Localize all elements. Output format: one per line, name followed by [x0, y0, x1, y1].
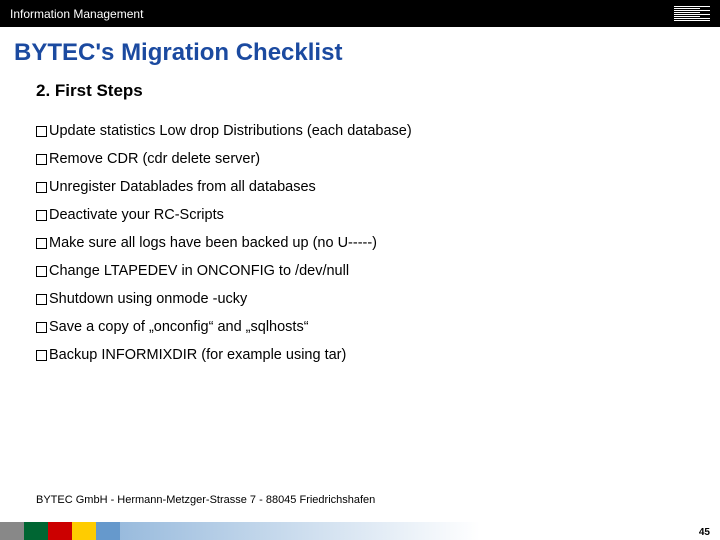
page-title: BYTEC's Migration Checklist [0, 27, 720, 71]
checkbox-icon [36, 350, 47, 361]
list-item-label: Save a copy of „onconfig“ and „sqlhosts“ [49, 319, 309, 335]
list-item: Update statistics Low drop Distributions… [36, 117, 720, 145]
checkbox-icon [36, 210, 47, 221]
list-item-label: Deactivate your RC-Scripts [49, 207, 224, 223]
checkbox-icon [36, 322, 47, 333]
list-item: Save a copy of „onconfig“ and „sqlhosts“ [36, 313, 720, 341]
checkbox-icon [36, 182, 47, 193]
section-subtitle: 2. First Steps [0, 71, 720, 107]
list-item-label: Remove CDR (cdr delete server) [49, 151, 260, 167]
footer-color-bar: 45 [0, 522, 720, 540]
list-item: Deactivate your RC-Scripts [36, 201, 720, 229]
list-item-label: Unregister Datablades from all databases [49, 179, 316, 195]
checkbox-icon [36, 294, 47, 305]
color-swatch [48, 522, 72, 540]
list-item: Unregister Datablades from all databases [36, 173, 720, 201]
page-number: 45 [699, 527, 710, 538]
color-swatch [24, 522, 48, 540]
list-item: Change LTAPEDEV in ONCONFIG to /dev/null [36, 257, 720, 285]
list-item-label: Make sure all logs have been backed up (… [49, 235, 377, 251]
checkbox-icon [36, 126, 47, 137]
header-bar: Information Management [0, 0, 720, 27]
ibm-logo [674, 6, 710, 21]
list-item-label: Change LTAPEDEV in ONCONFIG to /dev/null [49, 263, 349, 279]
footer-company-info: BYTEC GmbH - Hermann-Metzger-Strasse 7 -… [36, 494, 375, 506]
list-item-label: Update statistics Low drop Distributions… [49, 123, 412, 139]
color-fade: 45 [120, 522, 720, 540]
list-item: Backup INFORMIXDIR (for example using ta… [36, 341, 720, 369]
list-item: Make sure all logs have been backed up (… [36, 229, 720, 257]
list-item: Remove CDR (cdr delete server) [36, 145, 720, 173]
checklist: Update statistics Low drop Distributions… [0, 107, 720, 369]
list-item-label: Shutdown using onmode -ucky [49, 291, 247, 307]
list-item: Shutdown using onmode -ucky [36, 285, 720, 313]
color-swatch [96, 522, 120, 540]
color-swatch [0, 522, 24, 540]
color-swatch [72, 522, 96, 540]
header-category: Information Management [10, 7, 143, 21]
checkbox-icon [36, 266, 47, 277]
checkbox-icon [36, 154, 47, 165]
list-item-label: Backup INFORMIXDIR (for example using ta… [49, 347, 346, 363]
checkbox-icon [36, 238, 47, 249]
